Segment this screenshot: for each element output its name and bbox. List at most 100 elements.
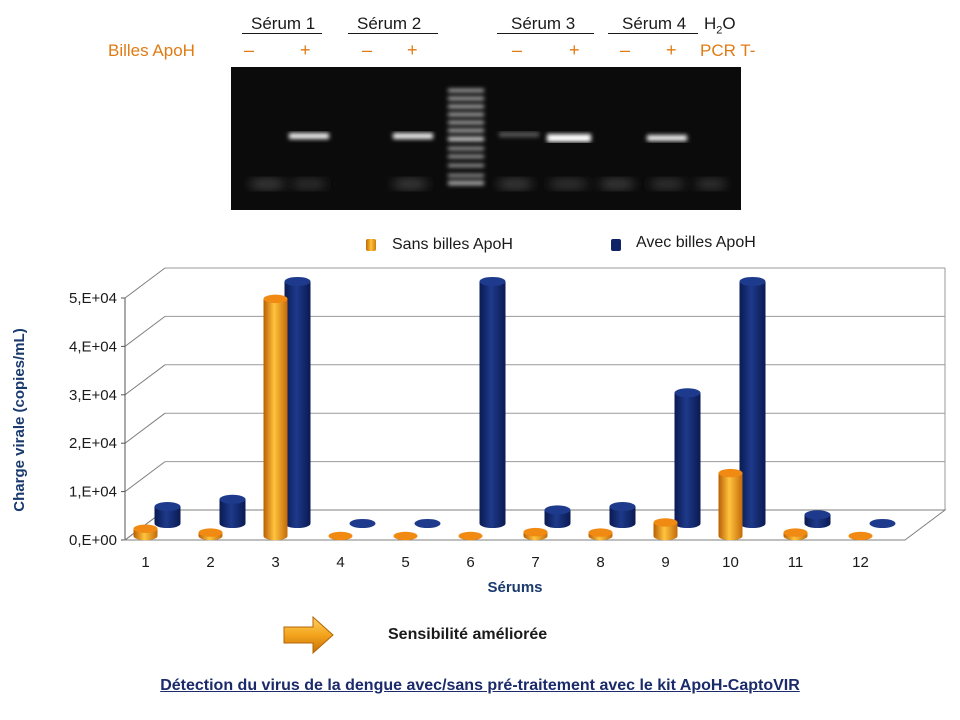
legend-sans-label: Sans billes ApoH xyxy=(392,236,513,253)
bar-sans-7 xyxy=(523,527,548,541)
bar-avec-3-top xyxy=(284,276,311,287)
bar-sans-9-body xyxy=(653,522,678,541)
bar-sans-4 xyxy=(328,531,353,541)
bar-avec-3-body xyxy=(284,281,311,529)
y-tick-label: 4,E+04 xyxy=(69,338,117,355)
footer-caption: Détection du virus de la dengue avec/san… xyxy=(160,677,800,694)
bar-avec-6 xyxy=(479,276,506,529)
bar-avec-6-top xyxy=(479,276,506,287)
bar-sans-9-top xyxy=(653,518,678,527)
gel-primer-smears xyxy=(249,178,727,190)
bar-avec-2 xyxy=(219,494,246,529)
sign-plus-3: + xyxy=(569,40,580,60)
gel-lane-label-1: Sérum 1 xyxy=(251,14,316,33)
x-tick-label: 5 xyxy=(401,554,409,571)
x-tick-label: 4 xyxy=(336,554,344,571)
gel-electrophoresis-image xyxy=(231,67,741,210)
bar-avec-8-top xyxy=(609,502,636,512)
gridline-side xyxy=(124,267,166,299)
bar-avec-10-body xyxy=(739,281,766,529)
gel-lane-label-3: Sérum 3 xyxy=(511,14,576,33)
bar-avec-2-body xyxy=(219,499,246,529)
bar-avec-8-body xyxy=(609,506,636,529)
bar-avec-1 xyxy=(154,502,181,529)
sign-minus-4: – xyxy=(620,40,631,60)
bar-avec-8 xyxy=(609,502,636,529)
sensibilite-label: Sensibilité améliorée xyxy=(388,626,548,643)
x-tick-label: 2 xyxy=(206,554,214,571)
x-tick-label: 1 xyxy=(141,554,149,571)
gridline-side xyxy=(124,364,166,396)
bar-avec-5 xyxy=(414,518,441,529)
y-tick-label: 3,E+04 xyxy=(69,387,117,404)
bar-sans-8 xyxy=(588,528,613,541)
x-axis-title: Sérums xyxy=(487,579,542,596)
gel-dna-ladder xyxy=(448,89,484,185)
bar-sans-10-body xyxy=(718,473,743,541)
gridline-side xyxy=(124,412,166,444)
bar-avec-4-disk xyxy=(349,518,376,529)
bar-avec-4 xyxy=(349,518,376,529)
bar-avec-1-body xyxy=(154,506,181,529)
sign-plus-4: + xyxy=(666,40,677,60)
bar-avec-6-body xyxy=(479,281,506,529)
y-tick-label: 5,E+04 xyxy=(69,290,117,307)
right-arrow-icon xyxy=(283,615,334,655)
gel-lane-underline-3 xyxy=(497,33,594,34)
bar-avec-1-top xyxy=(154,502,181,512)
bar-sans-10 xyxy=(718,468,743,541)
bar-sans-2 xyxy=(198,528,223,541)
bar-sans-12 xyxy=(848,531,873,541)
y-tick-label: 2,E+04 xyxy=(69,435,117,452)
bar-sans-2-top xyxy=(198,528,223,537)
sign-plus-1: + xyxy=(300,40,311,60)
bar-sans-3-body xyxy=(263,298,288,541)
bar-avec-7-body xyxy=(544,509,571,529)
viral-load-chart: 0,E+001,E+042,E+043,E+044,E+045,E+041 2 3 4… xyxy=(11,267,947,596)
bar-avec-7 xyxy=(544,505,571,529)
bar-sans-6-disk xyxy=(458,531,483,541)
bar-sans-11 xyxy=(783,528,808,541)
bar-sans-6 xyxy=(458,531,483,541)
bar-sans-4-disk xyxy=(328,531,353,541)
gel-lane-underline-4 xyxy=(608,33,698,34)
bar-avec-2-top xyxy=(219,494,246,504)
bar-avec-7-top xyxy=(544,505,571,515)
y-axis-title: Charge virale (copies/mL) xyxy=(11,328,28,511)
bar-sans-9 xyxy=(653,518,678,541)
bar-sans-7-top xyxy=(523,527,548,537)
gel-lane-underline-2 xyxy=(348,33,438,34)
bar-avec-11 xyxy=(804,510,831,529)
pcr-control-label: PCR T- xyxy=(700,41,756,60)
bar-avec-12 xyxy=(869,518,896,529)
bar-avec-10-top xyxy=(739,276,766,287)
bar-avec-10 xyxy=(739,276,766,529)
gel-sample-bands xyxy=(289,132,687,142)
x-tick-label: 6 xyxy=(466,554,474,571)
chart-floor xyxy=(123,509,947,541)
bar-avec-9 xyxy=(674,388,701,529)
bar-sans-10-top xyxy=(718,468,743,478)
x-tick-label: 8 xyxy=(596,554,604,571)
bar-avec-9-body xyxy=(674,392,701,529)
bar-avec-12-disk xyxy=(869,518,896,529)
x-tick-label: 10 xyxy=(722,554,739,571)
x-tick-label: 11 xyxy=(788,554,804,571)
bar-sans-1 xyxy=(133,524,158,541)
x-tick-label: 7 xyxy=(531,554,539,571)
sign-plus-2: + xyxy=(407,40,418,60)
bar-avec-11-top xyxy=(804,510,831,520)
legend-avec-label: Avec billes ApoH xyxy=(636,234,756,251)
gel-lane-label-2: Sérum 2 xyxy=(357,14,422,33)
legend-avec-swatch xyxy=(611,239,621,251)
y-tick-label: 0,E+00 xyxy=(69,532,117,549)
bar-avec-9-top xyxy=(674,388,701,398)
gel-lane-label-4: Sérum 4 xyxy=(622,14,687,33)
bar-avec-5-disk xyxy=(414,518,441,529)
bar-sans-5 xyxy=(393,531,418,541)
x-tick-label: 3 xyxy=(271,554,279,571)
bar-sans-3 xyxy=(263,294,288,541)
bar-sans-11-top xyxy=(783,528,808,537)
x-tick-label: 12 xyxy=(852,554,869,571)
gel-h2o-label: H2O xyxy=(704,14,736,37)
